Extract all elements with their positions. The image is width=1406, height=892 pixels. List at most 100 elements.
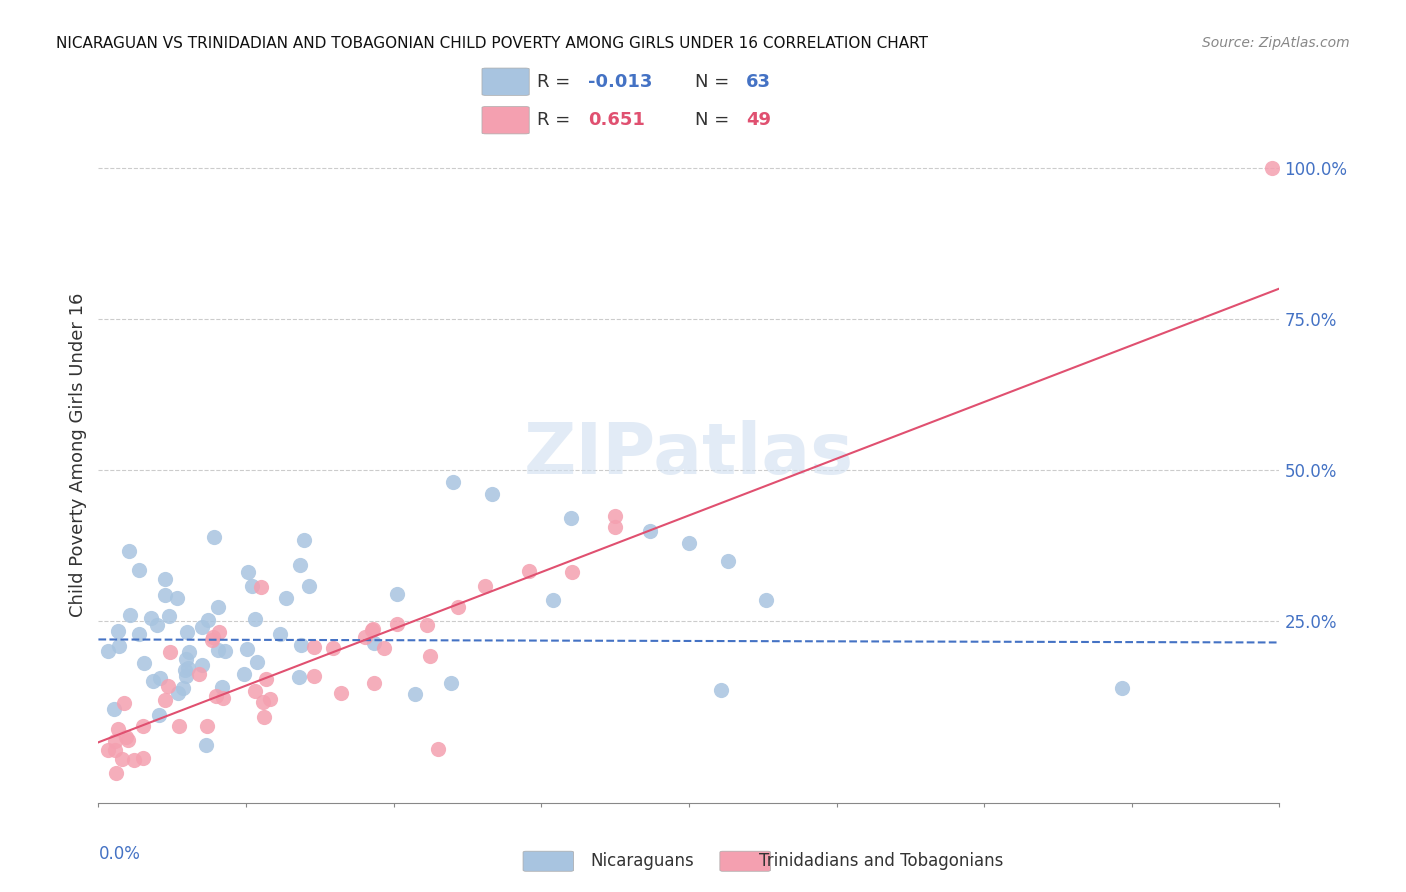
Point [207,643,229,657]
Point [360,623,382,637]
Point [363,675,385,690]
Point [132,751,155,765]
Point [97,644,120,658]
Point [107,624,129,639]
Point [166,591,188,606]
Point [242,579,264,593]
Point [678,535,700,549]
Point [385,587,408,601]
Point [245,612,267,626]
Point [259,692,281,706]
Point [111,752,134,766]
Point [118,543,141,558]
Point [561,565,583,579]
Point [373,640,395,655]
Point [211,691,233,706]
Point [132,656,155,670]
Point [195,719,218,733]
Point [122,753,145,767]
Point [447,600,470,615]
Point [191,657,214,672]
Point [141,610,163,624]
Point [302,669,325,683]
Point [1111,681,1133,695]
Text: -0.013: -0.013 [588,73,652,91]
Point [302,640,325,654]
Point [638,524,661,538]
Point [197,613,219,627]
Point [172,681,194,695]
Point [269,627,291,641]
Point [104,765,127,780]
Text: R =: R = [537,112,576,129]
Point [441,475,464,490]
Point [287,670,309,684]
Point [605,520,627,534]
Point [176,624,198,639]
Point [153,692,176,706]
Point [112,696,135,710]
Point [114,730,136,744]
Point [605,508,627,523]
Point [174,663,197,677]
Point [157,608,180,623]
Point [426,741,449,756]
Point [107,639,129,653]
Point [128,627,150,641]
Point [202,530,225,544]
Point [120,607,142,622]
Point [253,709,276,723]
Text: Trinidadians and Tobagonians: Trinidadians and Tobagonians [759,852,1004,870]
Point [440,676,463,690]
Point [207,600,229,615]
Point [419,649,441,664]
Point [167,686,190,700]
Point [481,487,503,501]
Point [142,673,165,688]
Point [146,618,169,632]
Point [276,591,298,605]
Text: Nicaraguans: Nicaraguans [591,852,695,870]
Point [153,572,176,586]
Point [236,565,259,579]
Point [194,738,217,752]
Point [201,630,224,644]
Text: 63: 63 [745,73,770,91]
Point [159,645,181,659]
Point [1260,161,1282,175]
Point [148,708,170,723]
Point [236,642,259,657]
Point [169,719,191,733]
Point [156,679,179,693]
Point [254,672,277,686]
Text: R =: R = [537,73,576,91]
Point [107,723,129,737]
Point [131,718,153,732]
Point [153,588,176,602]
Point [387,617,409,632]
Point [104,734,127,748]
Point [177,660,200,674]
Point [214,643,236,657]
Point [205,689,228,703]
Point [292,533,315,548]
Y-axis label: Child Poverty Among Girls Under 16: Child Poverty Among Girls Under 16 [69,293,87,617]
Point [252,696,274,710]
Point [474,578,496,592]
Point [190,620,212,634]
Text: 0.651: 0.651 [588,112,645,129]
Point [354,630,377,644]
Point [149,671,172,685]
Point [560,511,582,525]
Text: Source: ZipAtlas.com: Source: ZipAtlas.com [1202,36,1350,50]
Point [117,733,139,747]
Point [755,593,778,607]
Point [290,639,312,653]
Point [187,667,209,681]
Point [243,683,266,698]
Point [246,655,269,669]
Point [128,563,150,577]
Point [710,683,733,698]
Point [208,624,231,639]
Point [298,579,321,593]
